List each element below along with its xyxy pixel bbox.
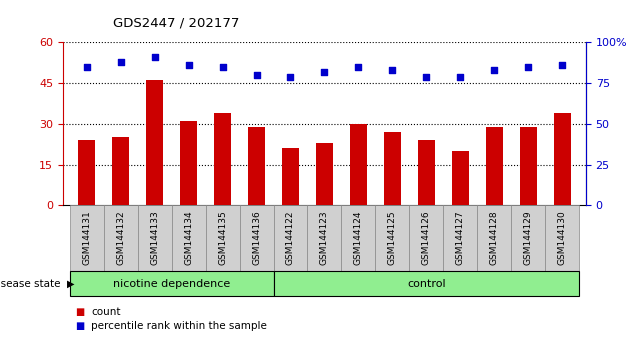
- Text: GSM144129: GSM144129: [524, 211, 533, 266]
- Text: percentile rank within the sample: percentile rank within the sample: [91, 321, 267, 331]
- Bar: [486, 127, 503, 205]
- Bar: [282, 148, 299, 205]
- Text: nicotine dependence: nicotine dependence: [113, 279, 231, 289]
- Text: ■: ■: [76, 321, 85, 331]
- Text: GSM144133: GSM144133: [150, 211, 159, 266]
- Text: GSM144122: GSM144122: [286, 211, 295, 265]
- Bar: [112, 137, 129, 205]
- Text: GSM144134: GSM144134: [184, 211, 193, 266]
- Text: GSM144123: GSM144123: [320, 211, 329, 266]
- Bar: [520, 127, 537, 205]
- Point: [455, 74, 466, 80]
- Point: [183, 62, 193, 68]
- Text: GSM144135: GSM144135: [218, 211, 227, 266]
- Bar: [350, 124, 367, 205]
- Text: control: control: [407, 279, 445, 289]
- Text: count: count: [91, 307, 121, 317]
- Point: [557, 62, 567, 68]
- Bar: [248, 127, 265, 205]
- Point: [319, 69, 329, 75]
- Bar: [452, 151, 469, 205]
- Point: [285, 74, 295, 80]
- Text: GSM144130: GSM144130: [558, 211, 566, 266]
- Text: GSM144127: GSM144127: [455, 211, 465, 266]
- Text: ■: ■: [76, 307, 85, 317]
- Point: [82, 64, 92, 70]
- Bar: [316, 143, 333, 205]
- Text: disease state: disease state: [0, 279, 60, 289]
- Bar: [78, 140, 95, 205]
- Text: GDS2447 / 202177: GDS2447 / 202177: [113, 17, 240, 29]
- Point: [217, 64, 227, 70]
- Bar: [418, 140, 435, 205]
- Text: ▶: ▶: [67, 279, 74, 289]
- Point: [523, 64, 533, 70]
- Point: [251, 72, 261, 78]
- Point: [116, 59, 126, 65]
- Point: [353, 64, 364, 70]
- Bar: [384, 132, 401, 205]
- Text: GSM144124: GSM144124: [354, 211, 363, 265]
- Bar: [214, 113, 231, 205]
- Bar: [180, 121, 197, 205]
- Bar: [554, 113, 571, 205]
- Bar: [146, 80, 163, 205]
- Point: [489, 67, 499, 73]
- Text: GSM144125: GSM144125: [388, 211, 397, 266]
- Text: GSM144128: GSM144128: [490, 211, 499, 266]
- Text: GSM144131: GSM144131: [83, 211, 91, 266]
- Text: GSM144126: GSM144126: [422, 211, 431, 266]
- Point: [150, 54, 160, 60]
- Point: [387, 67, 398, 73]
- Text: GSM144136: GSM144136: [252, 211, 261, 266]
- Text: GSM144132: GSM144132: [116, 211, 125, 266]
- Point: [421, 74, 432, 80]
